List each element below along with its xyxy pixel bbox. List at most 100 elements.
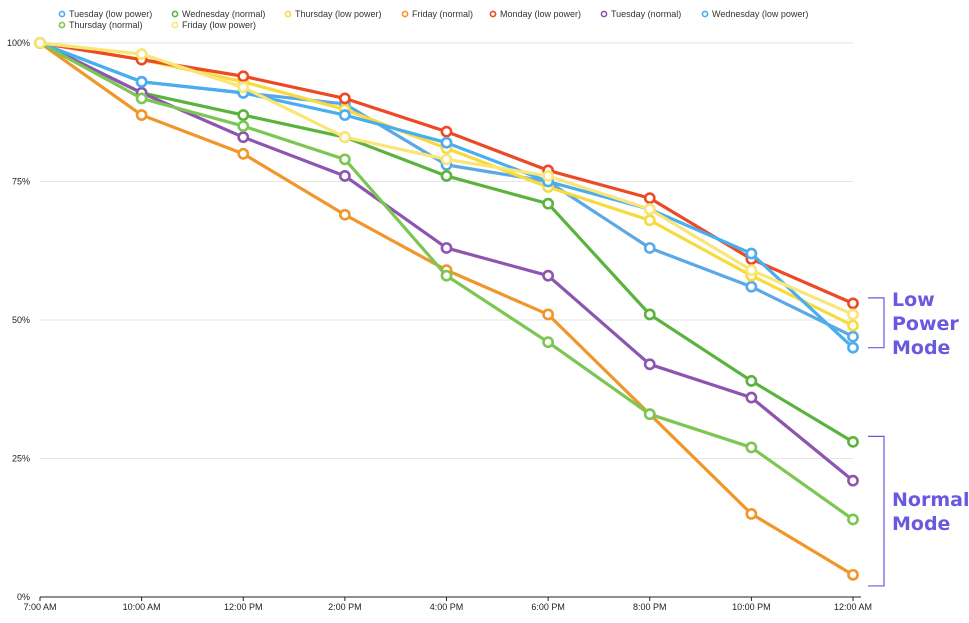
- legend-marker: [489, 10, 497, 18]
- x-tick-label: 4:00 PM: [430, 602, 464, 612]
- data-point: [237, 147, 250, 160]
- series-line: [38, 41, 855, 339]
- legend-label: Monday (low power): [500, 9, 581, 19]
- y-tick-label: 25%: [12, 454, 30, 464]
- legend-item: Wednesday (low power): [701, 9, 808, 19]
- x-tick-label: 10:00 AM: [123, 602, 161, 612]
- legend-item: Thursday (low power): [284, 9, 382, 19]
- data-point: [643, 358, 656, 371]
- data-point: [745, 247, 758, 260]
- annotation-bracket: [868, 435, 885, 587]
- data-point: [847, 308, 859, 321]
- legend-label: Tuesday (normal): [611, 9, 681, 19]
- legend-marker: [171, 10, 179, 18]
- data-point: [745, 375, 758, 387]
- y-tick-label: 0%: [17, 592, 30, 602]
- legend: Tuesday (low power) Wednesday (normal) Thu…: [58, 9, 808, 30]
- annotation-label: Low: [892, 289, 935, 311]
- legend-marker: [401, 10, 409, 18]
- x-tick-label: 12:00 AM: [834, 602, 872, 612]
- data-point: [135, 75, 148, 88]
- legend-item: Wednesday (normal): [171, 9, 265, 19]
- data-point: [237, 70, 250, 83]
- y-tick-label: 50%: [12, 315, 30, 325]
- x-tick-label: 10:00 PM: [732, 602, 771, 612]
- data-point: [847, 319, 859, 332]
- data-point: [338, 109, 351, 121]
- series-line: [38, 41, 855, 483]
- data-point: [745, 264, 758, 277]
- x-tick-label: 2:00 PM: [328, 602, 362, 612]
- data-point: [237, 109, 250, 121]
- data-point: [643, 308, 656, 321]
- data-point: [542, 336, 555, 349]
- data-point: [847, 341, 859, 354]
- data-point: [745, 508, 758, 520]
- legend-item: Tuesday (low power): [58, 9, 152, 19]
- annotation-label: Mode: [892, 513, 950, 535]
- data-point: [745, 441, 758, 454]
- data-point: [643, 242, 656, 254]
- data-point: [745, 280, 758, 293]
- annotation-label: Power: [892, 313, 959, 335]
- data-point: [440, 125, 453, 138]
- data-point: [542, 170, 555, 182]
- legend-label: Thursday (normal): [69, 20, 143, 30]
- data-point: [237, 120, 250, 132]
- data-point: [338, 92, 351, 105]
- x-tick-label: 7:00 AM: [23, 602, 56, 612]
- legend-label: Wednesday (normal): [182, 9, 265, 19]
- annotation-label: Normal: [892, 489, 969, 511]
- x-tick-label: 8:00 PM: [633, 602, 667, 612]
- legend-label: Wednesday (low power): [712, 9, 808, 19]
- legend-marker: [600, 10, 608, 18]
- axes: 0% 25% 50% 75% 100% 7:00 AM 10:00 AM 12:00 PM 2:…: [7, 38, 872, 612]
- annotation-label: Mode: [892, 337, 950, 359]
- legend-item: Tuesday (normal): [600, 9, 681, 19]
- legend-item: Thursday (normal): [58, 20, 143, 30]
- series-line: [38, 41, 855, 350]
- x-tick-label: 12:00 PM: [224, 602, 263, 612]
- legend-marker: [171, 21, 179, 29]
- data-point: [847, 297, 859, 310]
- data-point: [135, 92, 148, 105]
- data-point: [34, 37, 46, 49]
- series-6: [34, 37, 859, 354]
- data-point: [542, 269, 555, 282]
- series-5: [34, 37, 859, 487]
- y-tick-label: 75%: [12, 177, 30, 187]
- data-point: [440, 136, 453, 149]
- data-point: [542, 308, 555, 321]
- data-point: [847, 513, 859, 526]
- legend-label: Tuesday (low power): [69, 9, 152, 19]
- data-point: [847, 435, 859, 448]
- data-point: [643, 192, 656, 205]
- data-point: [338, 208, 351, 221]
- legend-label: Thursday (low power): [295, 9, 382, 19]
- series-3: [34, 37, 859, 581]
- legend-item: Monday (low power): [489, 9, 581, 19]
- data-point: [338, 170, 351, 182]
- legend-marker: [58, 10, 66, 18]
- data-point: [440, 170, 453, 182]
- data-point: [440, 242, 453, 254]
- x-tick-label: 6:00 PM: [531, 602, 565, 612]
- legend-label: Friday (normal): [412, 9, 473, 19]
- series-line: [38, 41, 855, 577]
- data-point: [643, 203, 656, 216]
- data-point: [135, 109, 148, 121]
- annotation-bracket: [868, 297, 885, 349]
- data-point: [643, 408, 656, 421]
- data-point: [338, 131, 351, 144]
- data-point: [440, 153, 453, 166]
- data-point: [542, 197, 555, 210]
- legend-marker: [701, 10, 709, 18]
- data-point: [847, 568, 859, 581]
- data-point: [237, 131, 250, 144]
- series-7: [34, 37, 859, 526]
- series-layer: [34, 37, 859, 581]
- legend-item: Friday (low power): [171, 20, 256, 30]
